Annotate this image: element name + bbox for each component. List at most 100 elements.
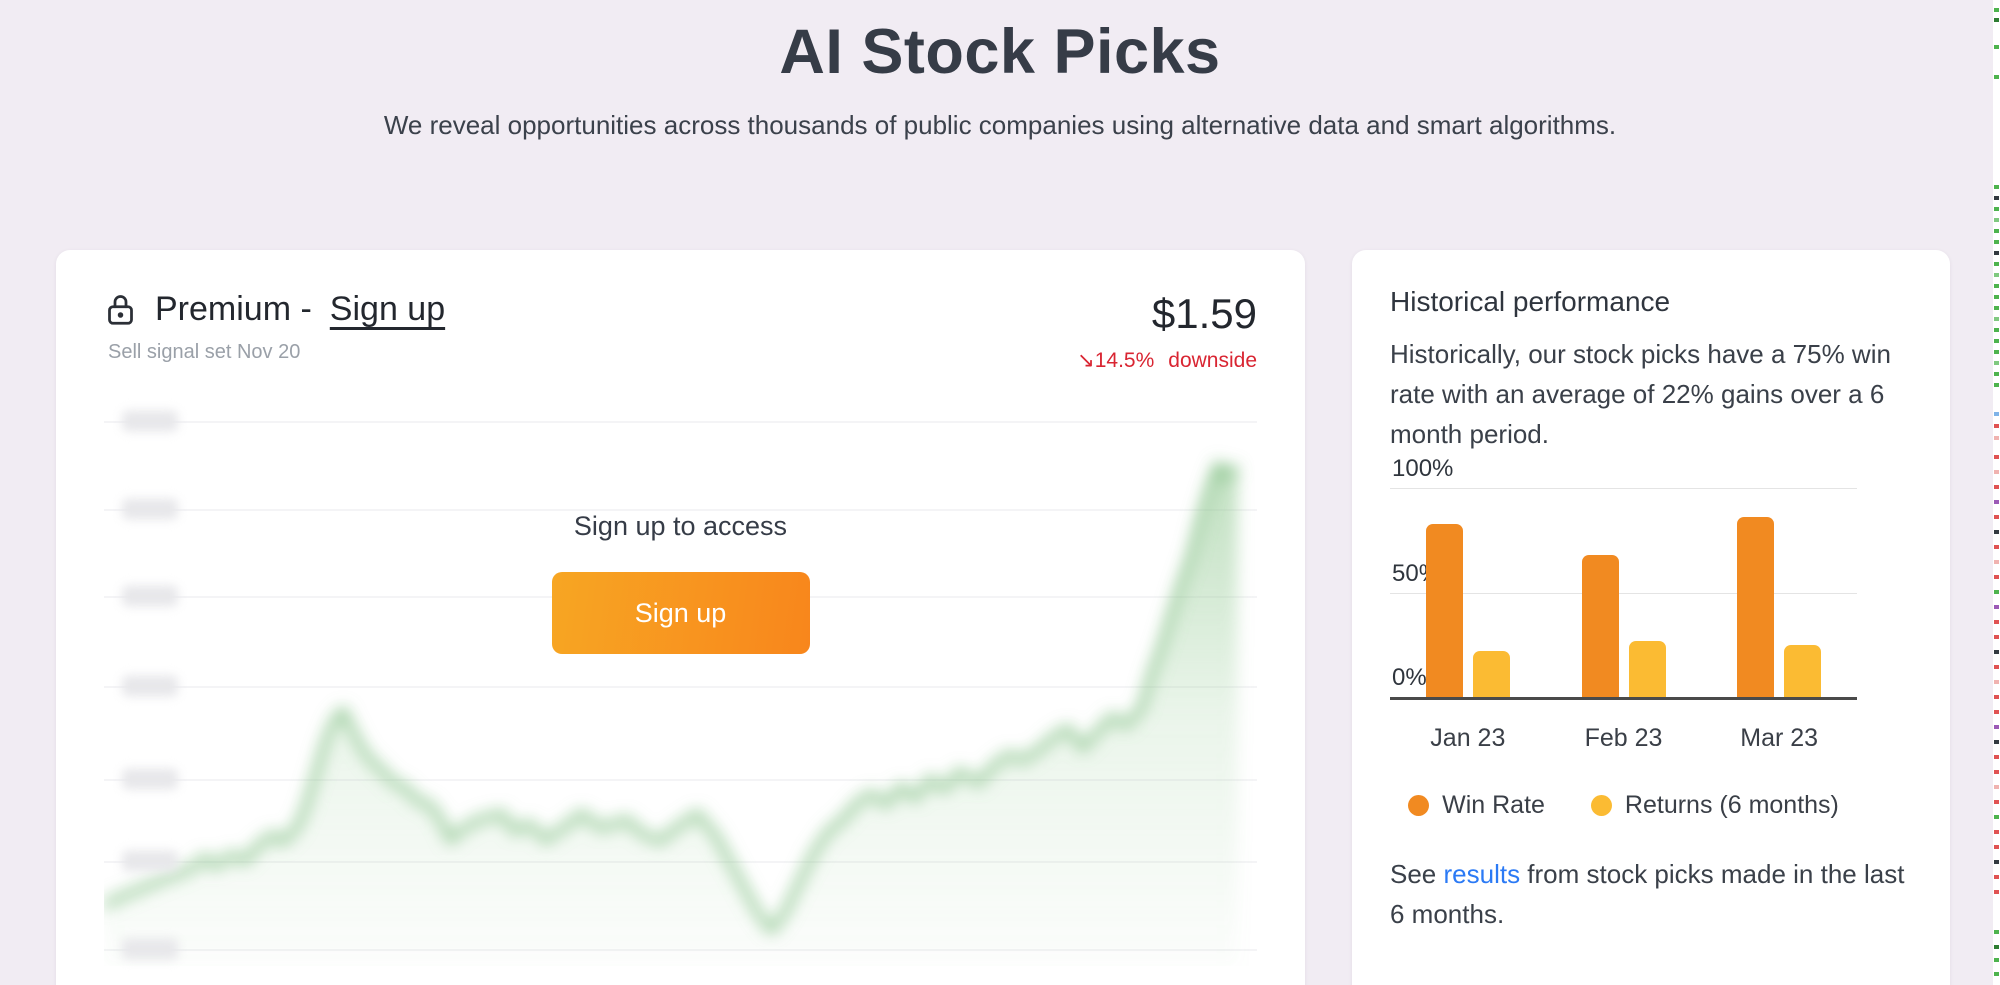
bar-win-rate [1425, 523, 1463, 697]
ytick-0: 0% [1392, 664, 1427, 691]
minimap-tick [1994, 306, 1999, 310]
minimap-tick [1994, 740, 1999, 744]
spark-gridline [104, 779, 1257, 781]
minimap-tick [1994, 860, 1999, 864]
premium-title-block: Premium - Sign up Sell signal set Nov 20 [104, 290, 445, 364]
minimap-tick [1994, 218, 1999, 222]
signup-overlay-text: Sign up to access [573, 511, 788, 541]
signup-button[interactable]: Sign up [551, 572, 810, 654]
sparkline-line [104, 461, 1239, 934]
premium-card-header: Premium - Sign up Sell signal set Nov 20… [104, 290, 1257, 373]
performance-heading: Historical performance [1390, 286, 1671, 317]
page-header: AI Stock Picks We reveal opportunities a… [0, 0, 2000, 141]
minimap-tick [1994, 755, 1999, 759]
minimap-tick [1994, 590, 1999, 594]
minimap-tick [1994, 317, 1999, 321]
minimap-tick [1994, 485, 1999, 489]
minimap-tick [1994, 262, 1999, 266]
spark-gridline [104, 509, 1257, 511]
blurred-axis-label [122, 768, 178, 790]
bar-group [1390, 488, 1546, 697]
blurred-axis-label [122, 498, 178, 520]
blurred-axis-label [122, 938, 178, 960]
minimap-tick [1994, 830, 1999, 834]
minimap-tick [1994, 328, 1999, 332]
page-subtitle: We reveal opportunities across thousands… [383, 110, 1617, 140]
footer-prefix: See [1390, 859, 1444, 889]
minimap-tick [1994, 945, 1999, 949]
legend-item: Returns (6 months) [1590, 791, 1839, 820]
price-change: ↘14.5% downside [1077, 348, 1257, 373]
minimap-tick [1994, 575, 1999, 579]
blurred-axis-label [122, 585, 178, 607]
minimap-tick [1994, 800, 1999, 804]
spark-gridline [104, 421, 1257, 423]
legend-dot-icon [1590, 795, 1612, 816]
minimap-tick [1994, 455, 1999, 459]
bar-group [1546, 488, 1702, 697]
results-link[interactable]: results [1443, 859, 1521, 889]
downside-arrow-icon: ↘ [1077, 349, 1095, 372]
minimap-tick [1994, 695, 1999, 699]
signup-overlay: Sign up to access Sign up [551, 511, 810, 654]
blurred-axis-label [122, 850, 178, 872]
minimap-tick [1994, 18, 1999, 22]
minimap-tick [1994, 680, 1999, 684]
performance-bar-chart: 100% 50% 0% Jan 23 Feb 23 Mar 23 Win Rate R… [1390, 455, 1857, 820]
minimap-tick [1994, 665, 1999, 669]
blurred-axis-label [122, 410, 178, 432]
bar-chart-plot: 100% 50% 0% [1390, 455, 1857, 700]
premium-signup-link[interactable]: Sign up [329, 290, 446, 328]
minimap-tick [1994, 605, 1999, 609]
bar-groups [1390, 488, 1857, 697]
bar-returns-6-months- [1628, 640, 1666, 697]
minimap-tick [1994, 361, 1999, 365]
minimap-tick [1994, 284, 1999, 288]
legend-item: Win Rate [1408, 791, 1545, 820]
x-label: Mar 23 [1740, 724, 1819, 752]
sell-signal-text: Sell signal set Nov 20 [108, 341, 301, 363]
minimap-tick [1994, 339, 1999, 343]
legend-label: Win Rate [1442, 791, 1545, 819]
footer-suffix: from stock picks made in the last 6 mont… [1390, 859, 1905, 929]
minimap-tick [1994, 890, 1999, 894]
minimap-tick [1994, 710, 1999, 714]
change-percent: 14.5% [1094, 349, 1155, 372]
minimap-tick [1994, 815, 1999, 819]
minimap-tick [1994, 530, 1999, 534]
performance-description: Historically, our stock picks have a 75%… [1390, 339, 1891, 449]
minimap-tick [1994, 436, 1999, 440]
bar-returns-6-months- [1472, 651, 1510, 697]
minimap-tick [1994, 185, 1999, 189]
x-label: Feb 23 [1584, 724, 1663, 752]
blurred-axis-label [122, 675, 178, 697]
minimap-tick [1994, 196, 1999, 200]
minimap-tick [1994, 545, 1999, 549]
change-label: downside [1168, 349, 1257, 372]
sparkline-svg [104, 461, 1239, 966]
minimap-tick [1994, 207, 1999, 211]
stock-price: $1.59 [1151, 290, 1257, 337]
minimap-tick [1994, 785, 1999, 789]
bar-chart-legend: Win Rate Returns (6 months) [1390, 791, 1857, 820]
minimap-tick [1994, 45, 1999, 49]
minimap-scrollbar[interactable] [1993, 0, 2000, 985]
x-label: Jan 23 [1430, 724, 1506, 752]
minimap-tick [1994, 240, 1999, 244]
premium-title: Premium - Sign up [104, 290, 445, 329]
minimap-tick [1994, 350, 1999, 354]
minimap-tick [1994, 930, 1999, 934]
bar-group [1701, 488, 1857, 697]
legend-dot-icon [1408, 795, 1430, 816]
bar-win-rate [1737, 517, 1775, 697]
minimap-tick [1994, 424, 1999, 428]
minimap-tick [1994, 845, 1999, 849]
minimap-tick [1994, 958, 1999, 962]
lock-icon [104, 291, 137, 328]
minimap-tick [1994, 295, 1999, 299]
performance-card: Historical performance Historically, our… [1352, 250, 1950, 985]
minimap-tick [1994, 8, 1999, 12]
minimap-tick [1994, 75, 1999, 79]
sparkline-area [104, 465, 1238, 966]
minimap-tick [1994, 251, 1999, 255]
